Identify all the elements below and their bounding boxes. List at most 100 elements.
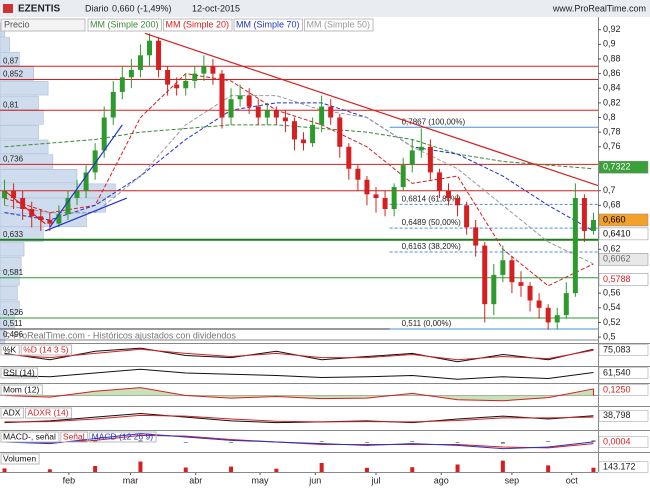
price-marker-label: 0,660 (603, 214, 626, 224)
volume-profile-bar (0, 242, 25, 257)
value-marker (598, 410, 649, 422)
x-tick-label: mar (123, 475, 139, 485)
candle-body (264, 110, 270, 118)
indicator-bar (500, 460, 505, 472)
trendline (45, 197, 128, 232)
candle-body (83, 172, 89, 191)
candle-body (38, 216, 44, 220)
volume-profile-bar (0, 256, 22, 271)
value-marker (598, 344, 649, 356)
indicator-legend: RSI (14) (3, 367, 35, 377)
candle-body (364, 179, 370, 195)
x-tick-label: jul (371, 475, 381, 485)
indicator-legend: %D (14 3 5) (23, 344, 69, 354)
candle-body (201, 66, 207, 74)
legend-price: Precio (4, 19, 30, 29)
indicator-bar (591, 467, 596, 472)
indicator-legend: ADX (3, 407, 21, 417)
price-marker (598, 160, 649, 174)
candle-body (228, 99, 234, 118)
candle-body (491, 274, 497, 305)
moving-average (4, 102, 594, 232)
watermark: © ProRealTime.com - Históricos ajustados… (4, 330, 236, 340)
value-marker (598, 367, 649, 379)
candle-body (590, 219, 596, 231)
level-label: 0,511 (3, 319, 23, 328)
level-label: 0,581 (3, 268, 24, 277)
indicator-bar (591, 440, 596, 442)
indicator-bar (138, 461, 143, 472)
price-marker-label: 0,6062 (603, 254, 631, 264)
indicator-bar (229, 442, 234, 443)
candle-body (382, 198, 388, 210)
candle-body (581, 198, 587, 231)
legend-box (89, 431, 157, 443)
legend-box (24, 407, 73, 419)
value-marker (598, 461, 649, 473)
volume-profile-bar (0, 227, 44, 242)
indicator-bar (319, 463, 324, 472)
y-tick-label: 0,62 (603, 244, 621, 254)
indicator-bar (364, 467, 369, 472)
candle-body (373, 194, 379, 199)
candle-body (554, 315, 560, 323)
legend-box (20, 344, 73, 356)
legend-box (87, 18, 163, 32)
level-label: 0,81 (3, 100, 19, 109)
indicator-bar (410, 467, 415, 472)
indicator-legend: Señal (63, 431, 85, 441)
ticker: EZENTIS (18, 4, 61, 15)
candle-body (56, 214, 62, 224)
candle-body (11, 190, 17, 199)
fib-label: 0,6489 (50,00%) (402, 218, 461, 227)
level-label: 0,87 (3, 56, 19, 65)
candle-body (427, 146, 433, 173)
period: Diario (85, 3, 109, 13)
value-marker-label: 0,1250 (603, 384, 631, 394)
indicator-bar (183, 442, 188, 443)
plot-area: 0,87 0,852 0,81 0,736 0,633 0,581 0,526 0,511 0,… (0, 18, 650, 485)
candle-body (409, 150, 415, 166)
candle-body (65, 198, 71, 215)
x-tick-label: jun (308, 475, 321, 485)
candle-body (545, 307, 551, 323)
x-tick-label: feb (63, 475, 76, 485)
candle-body (455, 198, 461, 206)
price-marker-label: 0,6410 (603, 228, 631, 238)
value-marker-label: 61,540 (603, 367, 631, 377)
indicator-bar (364, 442, 369, 443)
volume-profile-bar (0, 110, 44, 125)
legend-entry: MM (Simple 50) (307, 19, 371, 29)
candle-body (101, 117, 107, 151)
candle-body (110, 91, 116, 118)
legend-entry: MM (Simple 20) (166, 19, 230, 29)
indicator-line (4, 387, 594, 402)
x-tick-label: may (252, 475, 270, 485)
y-tick-label: 0,84 (603, 83, 621, 93)
volume-profile-bar (0, 300, 20, 315)
price-marker (598, 213, 649, 227)
legend-box (0, 367, 39, 379)
y-tick-label: 0,92 (603, 24, 621, 34)
indicator-line (4, 348, 594, 361)
legend-box (60, 431, 89, 443)
candle-body (137, 55, 143, 70)
volume-profile-bar (0, 81, 49, 96)
candle-body (255, 106, 261, 118)
indicator-bar (2, 468, 7, 472)
y-tick-label: 0,54 (603, 302, 621, 312)
y-tick-label: 0,7 (603, 185, 616, 195)
value-marker-label: 38,798 (603, 410, 631, 420)
indicator-bar (93, 466, 98, 472)
legend-box (0, 344, 20, 356)
candle-body (473, 227, 479, 246)
candle-body (536, 300, 542, 308)
volume-profile-bar (0, 139, 49, 154)
candle-body (156, 40, 162, 70)
legend-box (0, 384, 43, 396)
legend-entry: MM (Simple 200) (90, 19, 159, 29)
legend-box (0, 431, 60, 443)
candle-body (282, 117, 288, 122)
trendline (144, 32, 599, 187)
